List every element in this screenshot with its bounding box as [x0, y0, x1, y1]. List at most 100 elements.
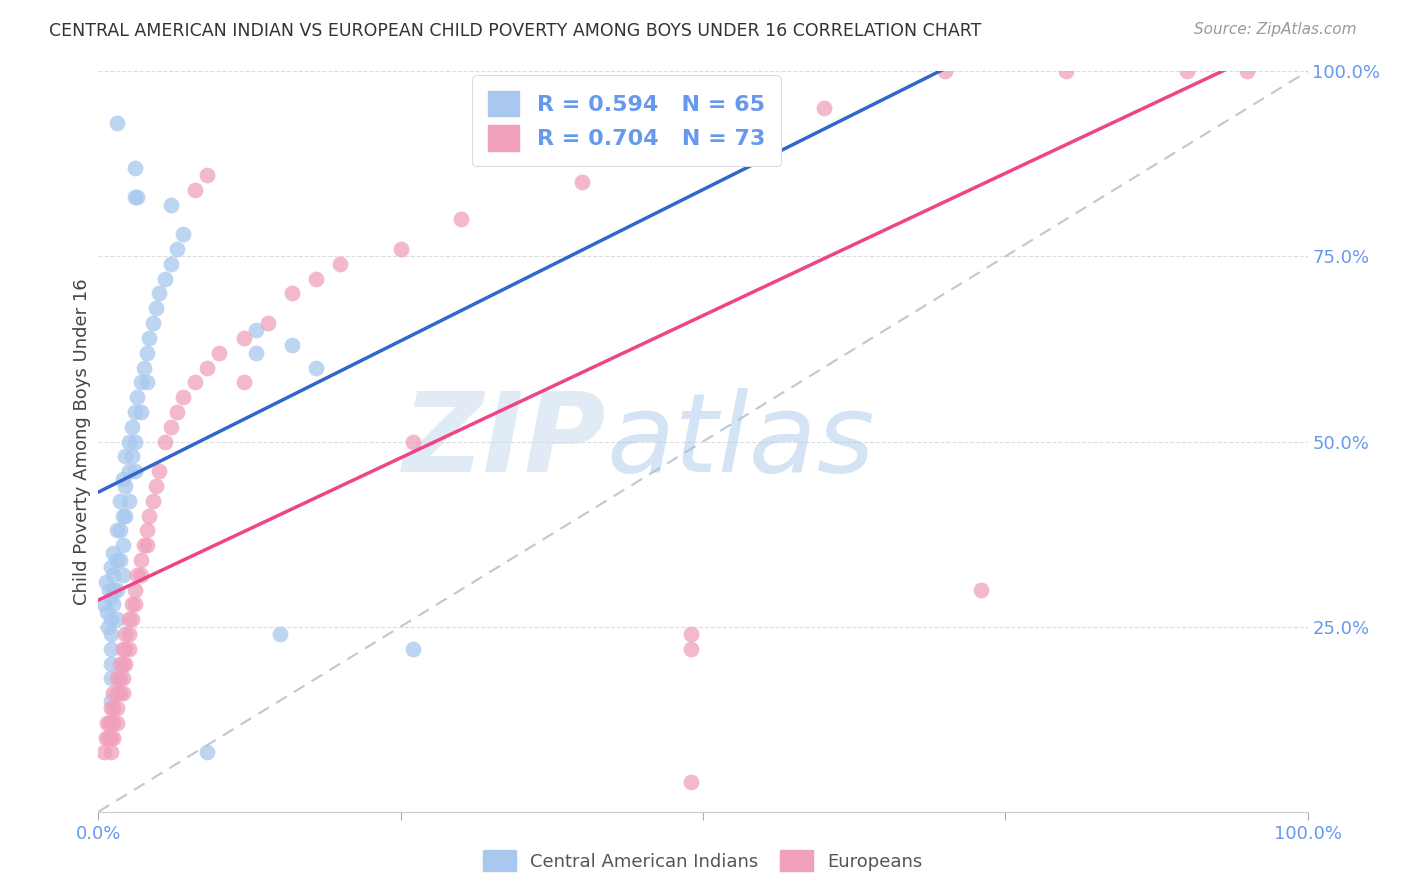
- Point: [100, 746, 122, 760]
- Point: [100, 590, 122, 604]
- Point: [105, 553, 128, 567]
- Point: [160, 197, 183, 211]
- Point: [160, 419, 183, 434]
- Point: [172, 390, 194, 404]
- Point: [679, 627, 702, 641]
- Point: [96, 715, 118, 730]
- Point: [96, 605, 118, 619]
- Point: [1236, 64, 1258, 78]
- Point: [100, 657, 122, 671]
- Point: [114, 450, 136, 464]
- Point: [269, 627, 291, 641]
- Legend: R = 0.594   N = 65, R = 0.704   N = 73: R = 0.594 N = 65, R = 0.704 N = 73: [472, 75, 780, 167]
- Point: [135, 376, 157, 390]
- Point: [134, 360, 156, 375]
- Point: [93, 746, 115, 760]
- Point: [111, 538, 134, 552]
- Text: Source: ZipAtlas.com: Source: ZipAtlas.com: [1194, 22, 1357, 37]
- Point: [135, 538, 157, 552]
- Point: [1054, 64, 1077, 78]
- Point: [127, 567, 149, 582]
- Point: [245, 324, 267, 338]
- Point: [305, 271, 328, 285]
- Point: [114, 641, 136, 656]
- Point: [111, 471, 134, 485]
- Point: [160, 257, 183, 271]
- Point: [105, 672, 128, 686]
- Point: [402, 434, 425, 449]
- Point: [111, 567, 134, 582]
- Point: [281, 286, 304, 301]
- Point: [153, 271, 176, 285]
- Point: [148, 464, 170, 478]
- Point: [100, 560, 122, 574]
- Point: [108, 493, 131, 508]
- Point: [118, 493, 141, 508]
- Point: [145, 479, 167, 493]
- Point: [121, 450, 143, 464]
- Point: [105, 701, 128, 715]
- Point: [101, 731, 124, 745]
- Y-axis label: Child Poverty Among Boys Under 16: Child Poverty Among Boys Under 16: [73, 278, 91, 605]
- Point: [127, 190, 149, 204]
- Point: [100, 715, 122, 730]
- Point: [118, 434, 141, 449]
- Point: [142, 493, 165, 508]
- Point: [124, 598, 146, 612]
- Point: [108, 524, 131, 538]
- Point: [813, 102, 835, 116]
- Point: [124, 464, 146, 478]
- Point: [121, 612, 143, 626]
- Point: [245, 345, 267, 359]
- Point: [97, 619, 120, 633]
- Point: [129, 567, 152, 582]
- Point: [172, 227, 194, 242]
- Point: [402, 641, 425, 656]
- Point: [153, 434, 176, 449]
- Point: [101, 686, 124, 700]
- Point: [118, 612, 141, 626]
- Point: [389, 242, 412, 256]
- Point: [114, 508, 136, 523]
- Point: [281, 338, 304, 352]
- Point: [94, 731, 117, 745]
- Point: [166, 242, 188, 256]
- Point: [94, 575, 117, 590]
- Point: [111, 641, 134, 656]
- Point: [100, 701, 122, 715]
- Text: atlas: atlas: [606, 388, 875, 495]
- Point: [108, 657, 131, 671]
- Point: [101, 598, 124, 612]
- Point: [105, 715, 128, 730]
- Point: [114, 657, 136, 671]
- Point: [135, 345, 157, 359]
- Point: [970, 582, 993, 597]
- Point: [124, 161, 146, 175]
- Point: [101, 715, 124, 730]
- Point: [138, 331, 160, 345]
- Point: [111, 672, 134, 686]
- Point: [105, 116, 128, 130]
- Point: [305, 360, 328, 375]
- Point: [124, 190, 146, 204]
- Point: [195, 746, 218, 760]
- Point: [148, 286, 170, 301]
- Point: [679, 775, 702, 789]
- Point: [934, 64, 956, 78]
- Point: [1175, 64, 1198, 78]
- Point: [100, 627, 122, 641]
- Point: [679, 641, 702, 656]
- Point: [101, 546, 124, 560]
- Point: [256, 316, 278, 330]
- Point: [195, 360, 218, 375]
- Point: [208, 345, 231, 359]
- Point: [571, 175, 593, 190]
- Point: [97, 731, 120, 745]
- Point: [108, 553, 131, 567]
- Point: [100, 641, 122, 656]
- Point: [101, 701, 124, 715]
- Point: [100, 612, 122, 626]
- Point: [111, 686, 134, 700]
- Text: ZIP: ZIP: [402, 388, 606, 495]
- Point: [103, 582, 125, 597]
